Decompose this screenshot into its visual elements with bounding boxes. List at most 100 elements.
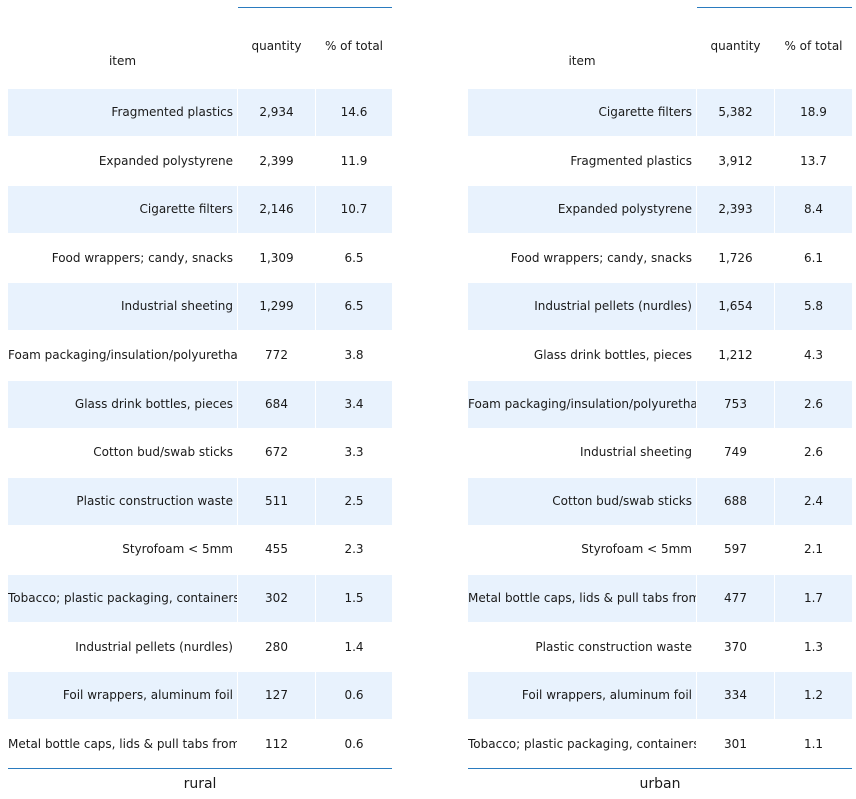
quantity-cell: 684 bbox=[238, 380, 315, 428]
item-cell: Food wrappers; candy, snacks bbox=[51, 250, 233, 265]
table-row: Foil wrappers, aluminum foil 334 1.2 bbox=[468, 672, 852, 720]
quantity-cell: 334 bbox=[697, 672, 774, 720]
item-cell: Metal bottle caps, lids & pull tabs from… bbox=[468, 575, 696, 622]
item-cell: Foil wrappers, aluminum foil bbox=[8, 672, 237, 720]
table-row: Expanded polystyrene 2,399 11.9 bbox=[8, 138, 392, 185]
item-cell: Tobacco; plastic packaging, containers bbox=[8, 575, 237, 622]
pct-cell: 4.3 bbox=[803, 348, 824, 362]
item-cell: Expanded polystyrene bbox=[468, 186, 696, 234]
item-cell: Fragmented plastics bbox=[570, 153, 692, 168]
pct-cell: 6.5 bbox=[316, 283, 392, 331]
table-row: Industrial sheeting 749 2.6 bbox=[468, 429, 852, 476]
pct-cell: 3.3 bbox=[344, 445, 364, 460]
item-cell: Tobacco; plastic packaging, containers bbox=[468, 736, 696, 751]
item-cell: Styrofoam < 5mm bbox=[581, 542, 692, 557]
quantity-cell: 1,309 bbox=[259, 250, 294, 265]
pct-cell: 0.6 bbox=[344, 736, 364, 751]
quantity-cell: 1,212 bbox=[718, 348, 753, 362]
quantity-cell: 2,399 bbox=[259, 153, 294, 168]
top-rule bbox=[697, 7, 852, 8]
table-row: Industrial sheeting 1,299 6.5 bbox=[8, 283, 392, 331]
table-row: Fragmented plastics 2,934 14.6 bbox=[8, 89, 392, 136]
quantity-cell: 749 bbox=[724, 445, 747, 460]
bottom-rule bbox=[8, 768, 392, 769]
table-row: Cotton bud/swab sticks 688 2.4 bbox=[468, 477, 852, 525]
item-cell: Cigarette filters bbox=[8, 186, 237, 234]
quantity-cell: 127 bbox=[238, 672, 315, 720]
table-row: Industrial pellets (nurdles) 280 1.4 bbox=[8, 624, 392, 671]
quantity-cell: 477 bbox=[697, 575, 774, 622]
quantity-cell: 455 bbox=[265, 542, 288, 557]
quantity-cell: 301 bbox=[724, 736, 747, 751]
quantity-cell: 112 bbox=[265, 736, 288, 751]
pct-cell: 1.5 bbox=[316, 575, 392, 622]
column-header-item: item bbox=[108, 54, 137, 68]
quantity-cell: 3,912 bbox=[718, 153, 753, 168]
item-cell: Foam packaging/insulation/polyurethane bbox=[8, 348, 237, 362]
column-header-quantity: quantity bbox=[710, 39, 761, 53]
quantity-cell: 753 bbox=[697, 380, 774, 428]
quantity-cell: 772 bbox=[265, 348, 288, 362]
pct-cell: 6.1 bbox=[803, 250, 824, 265]
pct-cell: 6.5 bbox=[344, 250, 364, 265]
item-cell: Industrial pellets (nurdles) bbox=[468, 283, 696, 331]
quantity-cell: 1,726 bbox=[718, 250, 753, 265]
top-rule bbox=[238, 7, 392, 8]
quantity-cell: 1,654 bbox=[697, 283, 774, 331]
item-cell: Food wrappers; candy, snacks bbox=[510, 250, 692, 265]
pct-cell: 2.5 bbox=[316, 477, 392, 525]
pct-cell: 2.4 bbox=[775, 477, 852, 525]
item-cell: Styrofoam < 5mm bbox=[122, 542, 233, 557]
table-row: Expanded polystyrene 2,393 8.4 bbox=[468, 186, 852, 234]
table-row: Foam packaging/insulation/polyurethane 75… bbox=[468, 380, 852, 428]
pct-cell: 8.4 bbox=[775, 186, 852, 234]
pct-cell: 0.6 bbox=[316, 672, 392, 720]
quantity-cell: 2,934 bbox=[238, 89, 315, 136]
quantity-cell: 302 bbox=[238, 575, 315, 622]
item-cell: Cotton bud/swab sticks bbox=[468, 477, 696, 525]
pct-cell: 1.3 bbox=[803, 639, 824, 654]
quantity-cell: 597 bbox=[724, 542, 747, 557]
item-cell: Industrial sheeting bbox=[8, 283, 237, 331]
pct-cell: 2.3 bbox=[344, 542, 364, 557]
item-cell: Industrial pellets (nurdles) bbox=[75, 639, 233, 654]
quantity-cell: 672 bbox=[265, 445, 288, 460]
quantity-cell: 2,393 bbox=[697, 186, 774, 234]
quantity-cell: 688 bbox=[697, 477, 774, 525]
quantity-cell: 511 bbox=[238, 477, 315, 525]
pct-cell: 2.6 bbox=[775, 380, 852, 428]
column-header-pct: % of total bbox=[784, 39, 843, 53]
table-row: Glass drink bottles, pieces 1,212 4.3 bbox=[468, 332, 852, 379]
table-rural: item quantity % of total Fragmented plastic… bbox=[8, 0, 392, 799]
table-caption: urban bbox=[639, 776, 681, 792]
quantity-cell: 2,146 bbox=[238, 186, 315, 234]
table-row: Tobacco; plastic packaging, containers 30… bbox=[8, 575, 392, 622]
item-cell: Industrial sheeting bbox=[580, 445, 692, 460]
item-cell: Fragmented plastics bbox=[8, 89, 237, 136]
item-cell: Plastic construction waste bbox=[535, 639, 692, 654]
item-cell: Metal bottle caps, lids & pull tabs from… bbox=[8, 736, 237, 751]
table-row: Food wrappers; candy, snacks 1,309 6.5 bbox=[8, 235, 392, 282]
table-row: Food wrappers; candy, snacks 1,726 6.1 bbox=[468, 235, 852, 282]
table-urban: item quantity% of total Cigarette filters 5… bbox=[468, 0, 852, 799]
pct-cell: 1.1 bbox=[803, 736, 824, 751]
table-row: Plastic construction waste 511 2.5 bbox=[8, 477, 392, 525]
table-row: Industrial pellets (nurdles) 1,654 5.8 bbox=[468, 283, 852, 331]
pct-cell: 14.6 bbox=[316, 89, 392, 136]
table-row: Foil wrappers, aluminum foil 127 0.6 bbox=[8, 672, 392, 720]
item-cell: Plastic construction waste bbox=[8, 477, 237, 525]
table-row: Metal bottle caps, lids & pull tabs from… bbox=[8, 721, 392, 768]
item-cell: Cigarette filters bbox=[468, 89, 696, 136]
pct-cell: 2.1 bbox=[803, 542, 824, 557]
table-caption: rural bbox=[183, 776, 217, 792]
table-row: Glass drink bottles, pieces 684 3.4 bbox=[8, 380, 392, 428]
bottom-rule bbox=[468, 768, 852, 769]
table-row: Tobacco; plastic packaging, containers 30… bbox=[468, 721, 852, 768]
table-row: Foam packaging/insulation/polyurethane 77… bbox=[8, 332, 392, 379]
pct-cell: 3.4 bbox=[316, 380, 392, 428]
table-row: Styrofoam < 5mm 597 2.1 bbox=[468, 526, 852, 573]
item-cell: Glass drink bottles, pieces bbox=[533, 348, 692, 362]
item-cell: Cotton bud/swab sticks bbox=[93, 445, 233, 460]
column-header-pct: % of total bbox=[324, 39, 384, 53]
quantity-cell: 370 bbox=[724, 639, 747, 654]
